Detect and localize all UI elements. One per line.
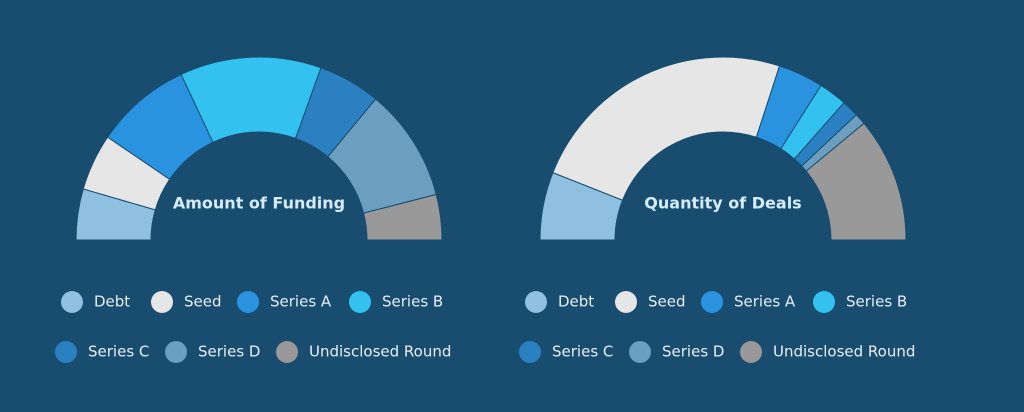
legend-label: Series A	[734, 293, 796, 311]
legend-swatch	[276, 341, 298, 363]
legend-label: Undisclosed Round	[309, 343, 451, 361]
legend-label: Series C	[552, 343, 613, 361]
legend-label: Series B	[382, 293, 443, 311]
legend-label: Debt	[558, 293, 594, 311]
donut-segment	[805, 122, 907, 241]
legend-label: Series A	[270, 293, 332, 311]
legend-swatch	[151, 291, 173, 313]
legend-label: Series D	[198, 343, 260, 361]
legend-swatch	[525, 291, 547, 313]
legend-swatch	[740, 341, 762, 363]
legend-swatch	[237, 291, 259, 313]
legend-label: Undisclosed Round	[773, 343, 915, 361]
legend-swatch	[519, 341, 541, 363]
legend-label: Series B	[846, 293, 907, 311]
legend-swatch	[349, 291, 371, 313]
legend-swatch	[165, 341, 187, 363]
legend-swatch	[629, 341, 651, 363]
legend-label: Seed	[184, 293, 222, 311]
legend-swatch	[61, 291, 83, 313]
chart-title: Quantity of Deals	[644, 194, 801, 213]
legend-label: Series D	[662, 343, 724, 361]
legend-swatch	[55, 341, 77, 363]
legend-swatch	[813, 291, 835, 313]
legend-label: Series C	[88, 343, 149, 361]
legend-label: Seed	[648, 293, 686, 311]
legend-label: Debt	[94, 293, 130, 311]
chart-title: Amount of Funding	[173, 194, 345, 213]
donut-segment	[552, 56, 781, 201]
legend-swatch	[701, 291, 723, 313]
donut-segment	[362, 193, 443, 241]
legend-swatch	[615, 291, 637, 313]
